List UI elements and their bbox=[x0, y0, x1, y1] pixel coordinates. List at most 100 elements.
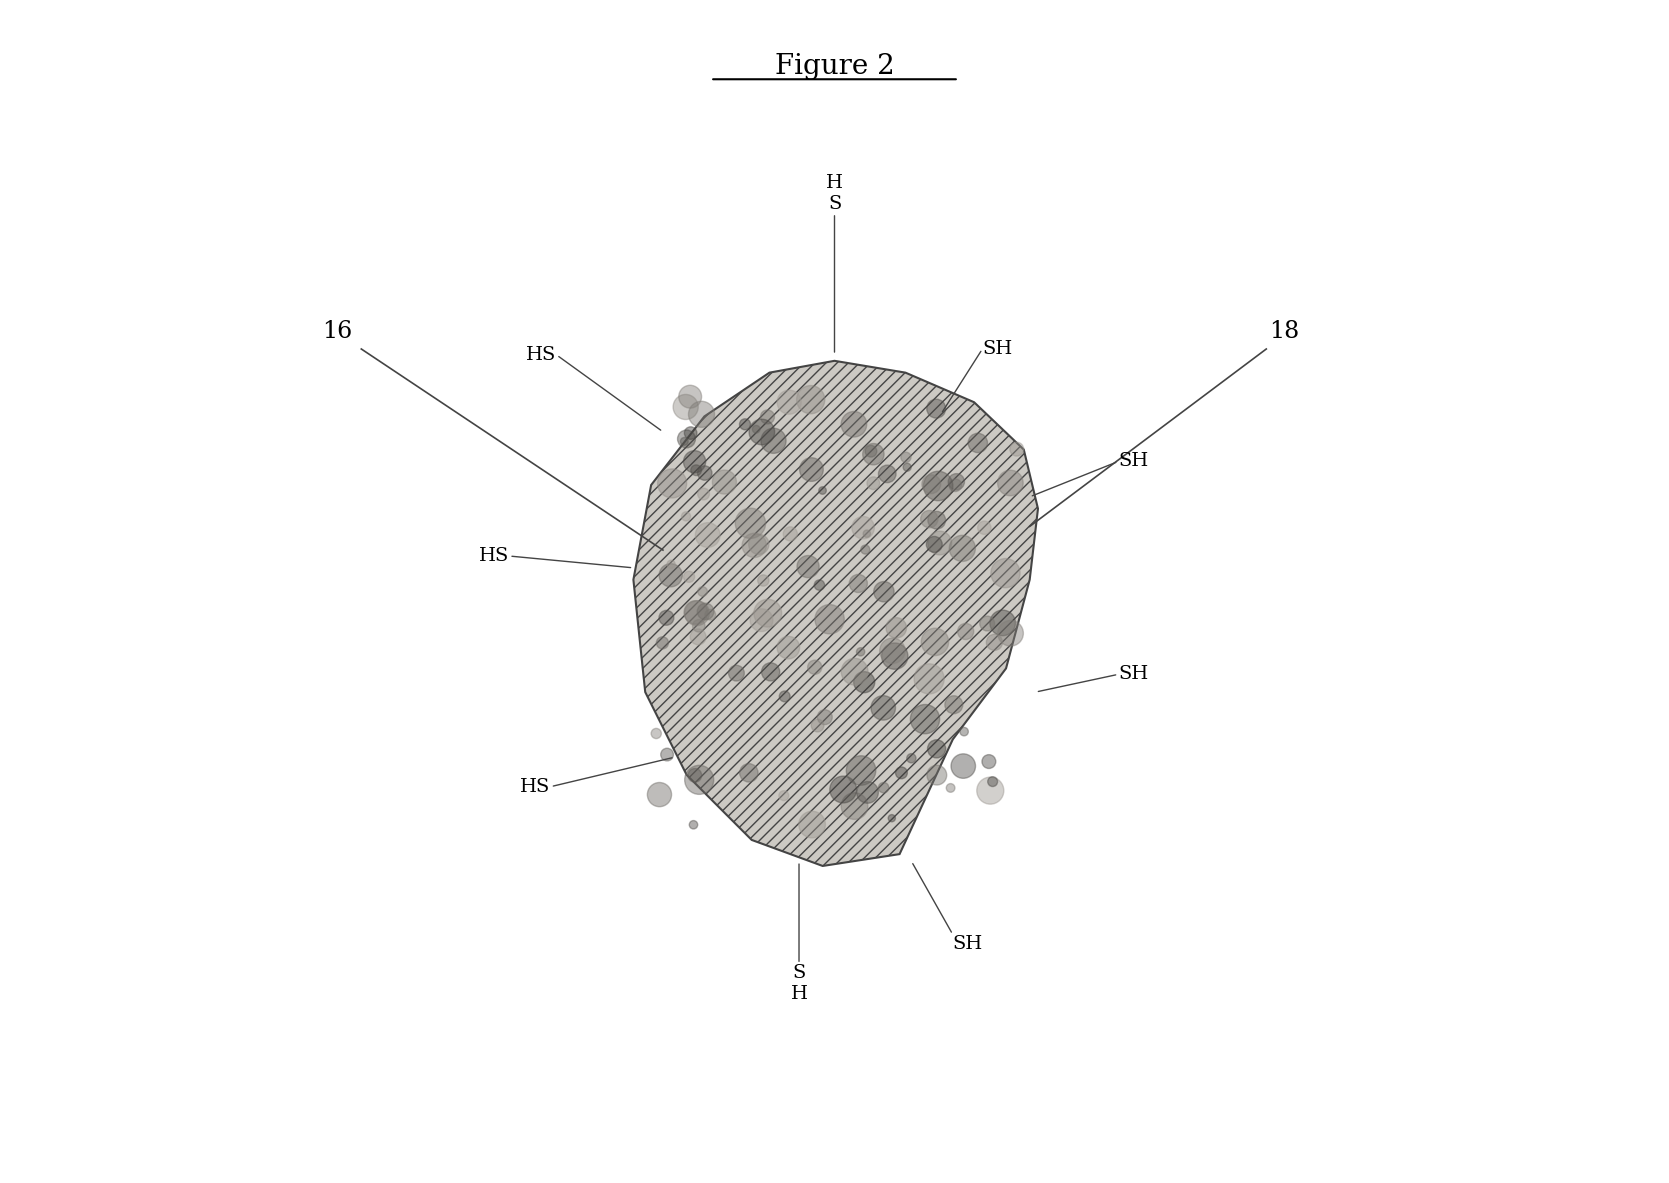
Circle shape bbox=[865, 445, 876, 457]
Circle shape bbox=[978, 521, 991, 535]
Circle shape bbox=[659, 563, 683, 587]
Circle shape bbox=[729, 665, 744, 681]
Circle shape bbox=[998, 470, 1023, 496]
Circle shape bbox=[681, 438, 688, 445]
Circle shape bbox=[841, 658, 868, 685]
Circle shape bbox=[988, 777, 998, 787]
Circle shape bbox=[648, 782, 671, 807]
Circle shape bbox=[661, 748, 673, 761]
Circle shape bbox=[684, 451, 706, 473]
Circle shape bbox=[861, 545, 870, 554]
Circle shape bbox=[980, 616, 995, 631]
Circle shape bbox=[684, 601, 708, 625]
Circle shape bbox=[866, 477, 880, 490]
Circle shape bbox=[796, 386, 824, 414]
Circle shape bbox=[863, 444, 885, 465]
Circle shape bbox=[921, 628, 948, 655]
Circle shape bbox=[926, 536, 943, 552]
Circle shape bbox=[910, 705, 940, 733]
Circle shape bbox=[926, 399, 946, 418]
Circle shape bbox=[871, 696, 896, 720]
Circle shape bbox=[739, 419, 751, 429]
Circle shape bbox=[881, 642, 908, 670]
Circle shape bbox=[783, 526, 798, 541]
Circle shape bbox=[878, 465, 896, 483]
Circle shape bbox=[761, 662, 779, 681]
Circle shape bbox=[684, 765, 714, 794]
Circle shape bbox=[689, 401, 714, 427]
Circle shape bbox=[998, 620, 1023, 646]
Circle shape bbox=[691, 465, 701, 476]
Circle shape bbox=[811, 719, 824, 732]
Circle shape bbox=[814, 605, 845, 634]
Text: HS: HS bbox=[521, 777, 551, 796]
Circle shape bbox=[846, 756, 876, 786]
Circle shape bbox=[698, 587, 708, 596]
Circle shape bbox=[841, 412, 866, 437]
Circle shape bbox=[698, 603, 714, 620]
Circle shape bbox=[758, 575, 769, 586]
Circle shape bbox=[950, 479, 961, 492]
Circle shape bbox=[753, 426, 759, 433]
Circle shape bbox=[691, 629, 706, 645]
Circle shape bbox=[814, 580, 824, 590]
Circle shape bbox=[951, 754, 975, 778]
Circle shape bbox=[886, 618, 906, 638]
Circle shape bbox=[678, 429, 696, 448]
Text: H
S: H S bbox=[826, 174, 843, 213]
Circle shape bbox=[841, 793, 868, 820]
Circle shape bbox=[950, 535, 975, 562]
Circle shape bbox=[986, 634, 1003, 651]
Circle shape bbox=[945, 696, 963, 713]
Circle shape bbox=[928, 531, 951, 555]
Circle shape bbox=[673, 394, 698, 420]
Circle shape bbox=[799, 812, 826, 838]
Circle shape bbox=[921, 510, 938, 528]
Circle shape bbox=[754, 600, 781, 627]
Circle shape bbox=[684, 571, 694, 582]
Text: HS: HS bbox=[526, 345, 556, 364]
Circle shape bbox=[928, 511, 946, 529]
Circle shape bbox=[779, 790, 789, 801]
Circle shape bbox=[946, 783, 955, 793]
Circle shape bbox=[880, 638, 905, 664]
Circle shape bbox=[778, 390, 801, 414]
Circle shape bbox=[656, 636, 669, 649]
Text: SH: SH bbox=[983, 340, 1013, 358]
Polygon shape bbox=[634, 361, 1038, 866]
Text: SH: SH bbox=[1118, 452, 1148, 471]
Circle shape bbox=[923, 471, 953, 500]
Circle shape bbox=[829, 776, 856, 803]
Circle shape bbox=[960, 728, 968, 736]
Text: HS: HS bbox=[479, 547, 509, 565]
Text: 18: 18 bbox=[1268, 319, 1298, 343]
Circle shape bbox=[684, 601, 709, 626]
Circle shape bbox=[928, 739, 946, 758]
Circle shape bbox=[856, 782, 878, 803]
Circle shape bbox=[863, 530, 871, 537]
Circle shape bbox=[798, 556, 819, 577]
Circle shape bbox=[698, 489, 709, 500]
Circle shape bbox=[736, 509, 766, 538]
Circle shape bbox=[981, 755, 996, 769]
Circle shape bbox=[658, 468, 686, 498]
Circle shape bbox=[679, 386, 701, 408]
Text: S
H: S H bbox=[791, 964, 808, 1003]
Circle shape bbox=[968, 433, 988, 453]
Circle shape bbox=[689, 821, 698, 829]
Circle shape bbox=[921, 474, 941, 493]
Circle shape bbox=[681, 512, 691, 521]
Circle shape bbox=[739, 764, 758, 782]
Circle shape bbox=[948, 473, 965, 490]
Circle shape bbox=[896, 767, 908, 778]
Circle shape bbox=[878, 782, 890, 793]
Circle shape bbox=[799, 458, 823, 481]
Circle shape bbox=[704, 609, 716, 620]
Circle shape bbox=[688, 769, 701, 782]
Circle shape bbox=[853, 672, 875, 693]
Circle shape bbox=[749, 609, 773, 632]
Text: SH: SH bbox=[1118, 665, 1148, 684]
Circle shape bbox=[749, 535, 769, 555]
Circle shape bbox=[888, 815, 896, 822]
Circle shape bbox=[693, 620, 704, 632]
